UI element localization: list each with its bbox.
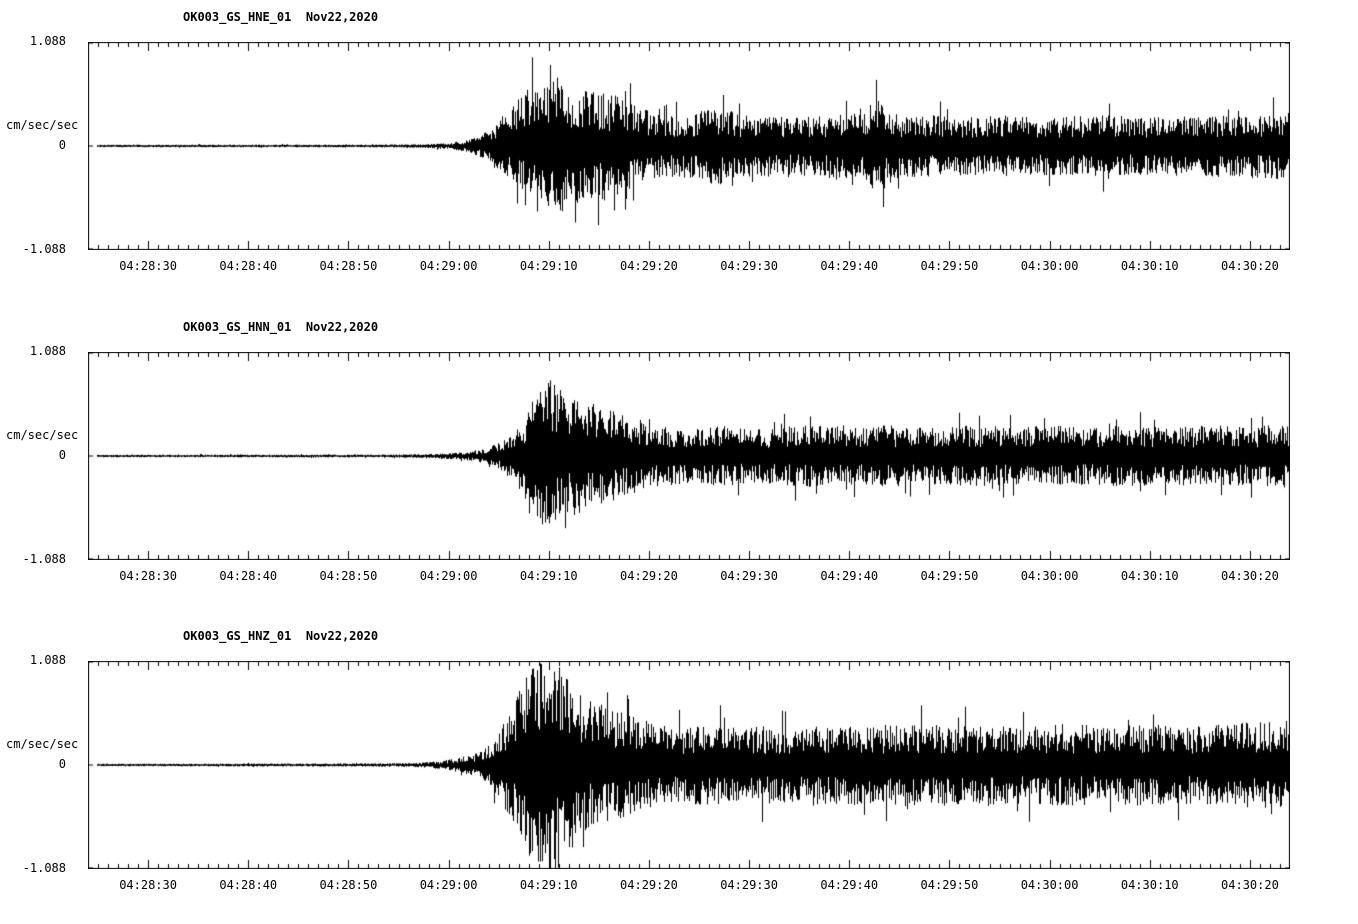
x-axis-labels: 04:28:30 04:28:40 04:28:50 04:29:00 04:29:10…	[0, 569, 1358, 585]
x-tick-label: 04:30:00	[1020, 569, 1079, 583]
x-tick-label: 04:29:10	[519, 259, 578, 273]
trace-title: OK003_GS_HNE_01 Nov22,2020	[183, 10, 379, 24]
x-tick-label: 04:29:20	[620, 878, 678, 892]
x-tick-label: 04:29:10	[519, 569, 578, 583]
x-axis-labels: 04:28:30 04:28:40 04:28:50 04:29:00 04:29:10…	[0, 259, 1358, 275]
y-axis-units-label: cm/sec/sec	[6, 737, 79, 751]
x-tick-label: 04:28:50	[319, 259, 378, 273]
x-axis-labels: 04:28:30 04:28:40 04:28:50 04:29:00 04:29:10…	[0, 878, 1358, 894]
x-tick-label: 04:29:30	[720, 878, 778, 892]
y-axis-units-label: cm/sec/sec	[6, 118, 79, 132]
x-tick-label: 04:30:10	[1120, 569, 1179, 583]
x-tick-label: 04:30:00	[1020, 259, 1079, 273]
y-axis-zero-label: 0	[58, 757, 66, 771]
x-tick-label: 04:29:50	[920, 878, 979, 892]
x-tick-label: 04:30:20	[1221, 569, 1279, 583]
waveform-canvas	[88, 661, 1290, 869]
x-tick-label: 04:29:40	[820, 878, 879, 892]
y-axis-units-label: cm/sec/sec	[6, 428, 79, 442]
x-tick-label: 04:28:30	[119, 259, 177, 273]
x-tick-label: 04:28:30	[119, 569, 177, 583]
trace-title: OK003_GS_HNZ_01 Nov22,2020	[183, 629, 379, 643]
x-tick-label: 04:28:40	[219, 259, 278, 273]
y-axis-max-label: 1.088	[29, 34, 66, 48]
trace-title: OK003_GS_HNN_01 Nov22,2020	[183, 320, 379, 334]
x-tick-label: 04:29:00	[419, 878, 478, 892]
x-tick-label: 04:30:10	[1120, 259, 1179, 273]
y-axis-max-label: 1.088	[29, 653, 66, 667]
x-tick-label: 04:29:00	[419, 569, 478, 583]
x-tick-label: 04:29:30	[720, 259, 778, 273]
x-tick-label: 04:30:10	[1120, 878, 1179, 892]
seismogram-panel-hnz: OK003_GS_HNZ_01 Nov22,2020 1.088 cm/sec/…	[0, 629, 1358, 901]
x-tick-label: 04:28:50	[319, 569, 378, 583]
seismogram-panel-hnn: OK003_GS_HNN_01 Nov22,2020 1.088 cm/sec/…	[0, 320, 1358, 592]
x-tick-label: 04:28:30	[119, 878, 177, 892]
x-tick-label: 04:29:10	[519, 878, 578, 892]
x-tick-label: 04:30:00	[1020, 878, 1079, 892]
y-axis-zero-label: 0	[58, 448, 66, 462]
y-axis-min-label: -1.088	[22, 552, 66, 566]
y-axis-max-label: 1.088	[29, 344, 66, 358]
x-tick-label: 04:29:50	[920, 569, 979, 583]
x-tick-label: 04:28:40	[219, 569, 278, 583]
x-tick-label: 04:28:50	[319, 878, 378, 892]
y-axis-zero-label: 0	[58, 138, 66, 152]
x-tick-label: 04:29:20	[620, 259, 678, 273]
x-tick-label: 04:30:20	[1221, 878, 1279, 892]
x-tick-label: 04:29:20	[620, 569, 678, 583]
x-tick-label: 04:28:40	[219, 878, 278, 892]
x-tick-label: 04:29:00	[419, 259, 478, 273]
x-tick-label: 04:29:30	[720, 569, 778, 583]
waveform-canvas	[88, 352, 1290, 560]
x-tick-label: 04:29:40	[820, 259, 879, 273]
waveform-canvas	[88, 42, 1290, 250]
y-axis-min-label: -1.088	[22, 242, 66, 256]
x-tick-label: 04:30:20	[1221, 259, 1279, 273]
x-tick-label: 04:29:50	[920, 259, 979, 273]
seismogram-panel-hne: OK003_GS_HNE_01 Nov22,2020 1.088 cm/sec/…	[0, 10, 1358, 282]
y-axis-min-label: -1.088	[22, 861, 66, 875]
x-tick-label: 04:29:40	[820, 569, 879, 583]
